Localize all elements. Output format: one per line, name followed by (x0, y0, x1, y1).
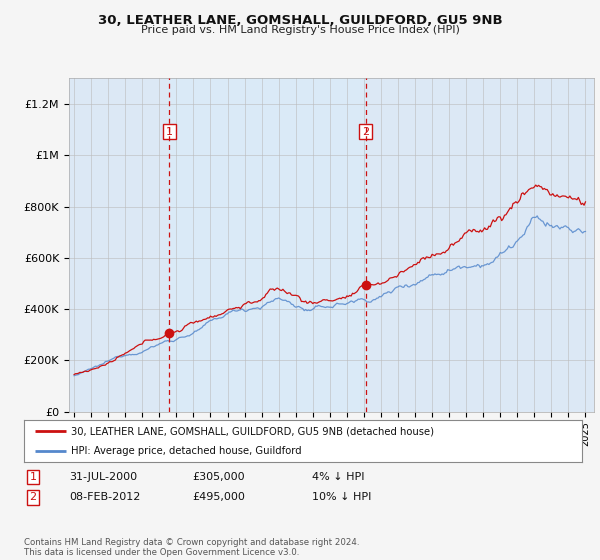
Text: 2: 2 (362, 127, 369, 137)
Text: 2: 2 (29, 492, 37, 502)
Text: Contains HM Land Registry data © Crown copyright and database right 2024.
This d: Contains HM Land Registry data © Crown c… (24, 538, 359, 557)
Text: 30, LEATHER LANE, GOMSHALL, GUILDFORD, GU5 9NB: 30, LEATHER LANE, GOMSHALL, GUILDFORD, G… (98, 14, 502, 27)
Text: 10% ↓ HPI: 10% ↓ HPI (312, 492, 371, 502)
Text: 08-FEB-2012: 08-FEB-2012 (69, 492, 140, 502)
Text: £305,000: £305,000 (192, 472, 245, 482)
Text: 30, LEATHER LANE, GOMSHALL, GUILDFORD, GU5 9NB (detached house): 30, LEATHER LANE, GOMSHALL, GUILDFORD, G… (71, 426, 434, 436)
Text: 1: 1 (166, 127, 173, 137)
Bar (169, 78, 365, 412)
Text: £495,000: £495,000 (192, 492, 245, 502)
Text: 4% ↓ HPI: 4% ↓ HPI (312, 472, 365, 482)
Text: Price paid vs. HM Land Registry's House Price Index (HPI): Price paid vs. HM Land Registry's House … (140, 25, 460, 35)
Text: 1: 1 (29, 472, 37, 482)
Text: HPI: Average price, detached house, Guildford: HPI: Average price, detached house, Guil… (71, 446, 302, 456)
Text: 31-JUL-2000: 31-JUL-2000 (69, 472, 137, 482)
